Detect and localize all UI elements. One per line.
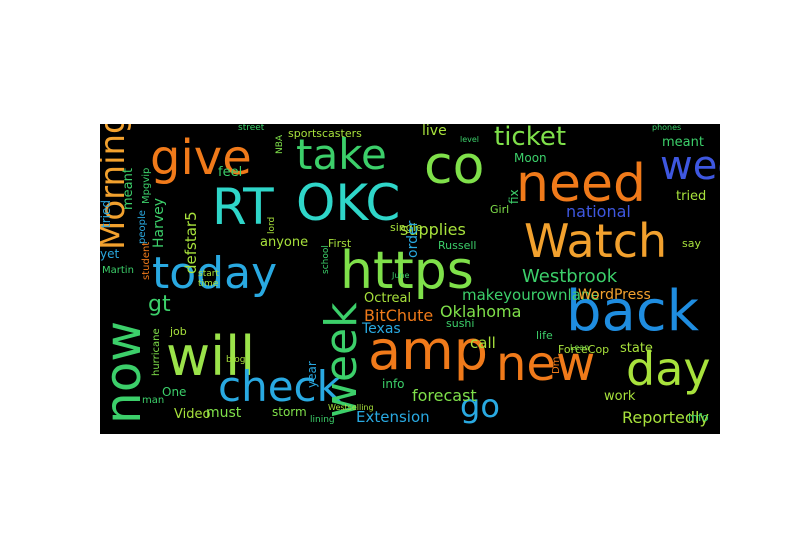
word-large: Westselling <box>328 403 374 412</box>
word-june: Martin <box>102 265 134 276</box>
word-dm: yet <box>100 247 120 261</box>
word-extension: WordPress <box>578 287 651 303</box>
word-man: single <box>390 221 423 234</box>
word-across: tried <box>100 200 113 228</box>
word-single: sushi <box>446 317 475 330</box>
word-feel: anyone <box>260 235 309 250</box>
word-forcecop: Girl <box>490 203 510 216</box>
word-blog: NBA <box>275 134 285 154</box>
word-russell: info <box>382 377 405 391</box>
word-need: need <box>516 154 646 214</box>
word-lean: lord <box>267 216 277 234</box>
word-start: lining <box>310 415 335 425</box>
word-supplies: gt <box>148 292 171 317</box>
word-live: order <box>405 220 421 258</box>
word-westselling: phones <box>652 124 682 132</box>
word-https: https <box>340 241 474 301</box>
word-makeyourownlane: Westbrook <box>522 266 618 287</box>
word-texas: BitChute <box>364 306 434 325</box>
word-time: school <box>321 245 331 274</box>
word-hurricane: Mpgvip <box>141 167 152 204</box>
word-fix: meant <box>662 135 704 150</box>
word-back: back <box>566 279 700 344</box>
word-state: year <box>305 361 319 388</box>
word-order: Harvey <box>151 197 167 248</box>
word-sportscasters: Moon <box>514 151 547 165</box>
word-watch: Watch <box>524 214 668 268</box>
word-say: tried <box>676 189 707 204</box>
word-national: Texas <box>362 321 401 337</box>
word-must: call <box>470 334 496 352</box>
word-sushi: hurricane <box>151 328 162 376</box>
word-oklahoma: makeyourownlane <box>462 286 600 304</box>
word-meant: Octreal <box>364 291 412 306</box>
word-reportedly: Extension <box>356 408 430 426</box>
word-work: Reportedly <box>622 408 709 427</box>
word-rt: RT <box>212 178 274 236</box>
word-okc: OKC <box>296 174 401 232</box>
word-first: ForceCop <box>558 343 610 356</box>
word-anyone: live <box>422 124 447 139</box>
word-day: day <box>626 342 711 396</box>
word-life: job <box>170 325 187 338</box>
word-info: info <box>688 411 709 424</box>
word-record: people <box>137 210 148 244</box>
word-tried: meant <box>121 168 136 210</box>
word-phones: Lean <box>570 343 590 352</box>
word-co: co <box>424 136 485 196</box>
word-moon: say <box>682 237 701 250</box>
word-one: Video <box>174 407 211 422</box>
word-go: week <box>660 143 720 189</box>
word-ticket: go <box>460 387 500 425</box>
word-give: give <box>150 130 252 186</box>
word-year: storm <box>272 405 307 419</box>
word-student: First <box>328 237 352 250</box>
word-amp: amp <box>368 319 488 382</box>
word-martin: time <box>198 279 219 289</box>
word-octreal: feel <box>218 165 243 180</box>
word-video: must <box>206 405 242 421</box>
word-job: student <box>141 241 152 280</box>
word-call: forecast <box>412 386 477 405</box>
word-check: now <box>100 320 152 424</box>
word-school: blog <box>226 355 246 365</box>
word-yet: life <box>536 329 553 342</box>
word-now: check <box>218 362 341 411</box>
word-take: take <box>296 130 387 179</box>
word-today: today <box>152 248 278 299</box>
word-street: Dm <box>551 356 562 374</box>
word-nba: man <box>142 395 165 406</box>
word-girl: fix <box>507 189 521 204</box>
word-cloud: today https Watch back OKC RT need give … <box>100 124 720 434</box>
word-morning: ticket <box>494 124 567 152</box>
word-new: new <box>496 336 596 392</box>
word-harvey: defstar5 <box>182 211 200 274</box>
word-lord: start <box>198 269 219 279</box>
word-mpgvip: sportscasters <box>288 127 362 140</box>
word-bitchute: Oklahoma <box>440 302 522 321</box>
word-people: Russell <box>438 239 477 252</box>
word-lining: street <box>238 124 265 133</box>
word-storm: One <box>162 385 187 399</box>
word-wordpress: national <box>566 202 631 221</box>
word-forecast: work <box>604 389 636 404</box>
word-defstar5: state <box>620 341 653 356</box>
word-level: June <box>392 271 410 280</box>
word-will: will <box>166 325 256 388</box>
word-westbrook: supplies <box>400 220 466 239</box>
word-week: week <box>316 302 367 418</box>
word-rhythm: level <box>460 135 480 144</box>
